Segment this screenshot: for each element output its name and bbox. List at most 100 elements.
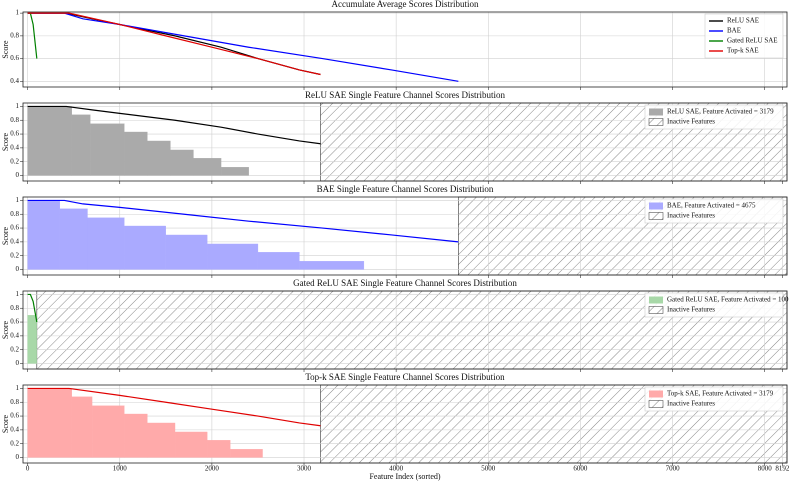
step-bar (124, 225, 166, 270)
y-tick-label: 0.6 (10, 412, 19, 420)
step-bar (207, 440, 231, 458)
step-bar (220, 167, 249, 176)
step-bar (27, 388, 72, 458)
y-tick-label: 1 (16, 9, 20, 17)
legend-box (644, 104, 784, 130)
legend-label: ReLU SAE (727, 17, 759, 25)
y-tick-label: 0.2 (10, 251, 19, 259)
panel-title: Accumulate Average Scores Distribution (331, 0, 479, 9)
x-tick-label: 2000 (205, 465, 220, 473)
step-bar (147, 422, 176, 458)
step-bar (207, 243, 259, 270)
legend-swatch (648, 306, 664, 314)
x-tick-label: 4000 (389, 465, 404, 473)
step-bar (230, 449, 263, 458)
legend-label: Inactive Features (667, 400, 715, 408)
y-axis-label: Score (1, 226, 10, 245)
x-tick-label: 8192 (775, 465, 790, 473)
panel: Accumulate Average Scores Distribution Sc… (1, 0, 788, 90)
line (27, 12, 321, 76)
y-tick-label: 0.4 (10, 425, 19, 433)
step-bar (71, 396, 93, 458)
y-tick-label: 0.2 (10, 157, 19, 165)
x-axis-label: Feature Index (sorted) (369, 472, 440, 481)
legend-swatch (649, 296, 663, 304)
y-tick-label: 1 (16, 384, 20, 392)
y-tick-label: 0 (16, 359, 20, 367)
panel-title: BAE Single Feature Channel Scores Distri… (317, 184, 494, 194)
y-tick-label: 0.8 (10, 31, 19, 39)
x-tick-label: 5000 (481, 465, 496, 473)
plot-frame (22, 196, 788, 276)
line (27, 387, 321, 427)
step-bar (257, 252, 300, 270)
y-tick-label: 0.6 (10, 130, 19, 138)
line (27, 293, 38, 323)
step-bar (124, 131, 148, 176)
panel: Gated ReLU SAE Single Feature Channel Sc… (1, 278, 789, 372)
y-tick-label: 1 (16, 196, 20, 204)
panel: ReLU SAE Single Feature Channel Scores D… (1, 90, 788, 184)
step-bar (90, 123, 125, 176)
legend-swatch (649, 202, 663, 210)
legend-label: Inactive Features (667, 306, 715, 314)
y-tick-label: 0 (16, 453, 20, 461)
y-tick-label: 0 (16, 171, 20, 179)
y-tick-label: 0.6 (10, 224, 19, 232)
step-bar (174, 431, 208, 458)
step-bar (27, 315, 37, 364)
legend-swatch (648, 400, 664, 408)
y-tick-label: 0.6 (10, 54, 19, 62)
legend-box (644, 198, 784, 224)
step-bar (170, 149, 194, 176)
y-tick-label: 1 (16, 102, 20, 110)
step-bar (147, 140, 171, 176)
line (27, 12, 321, 76)
legend-label: BAE (727, 27, 741, 35)
y-tick-label: 0.4 (10, 77, 19, 85)
y-tick-label: 0.4 (10, 331, 19, 339)
legend-label: ReLU SAE, Feature Activated = 3179 (667, 108, 774, 116)
line (27, 105, 321, 145)
panel-title: Top-k SAE Single Feature Channel Scores … (305, 372, 505, 382)
legend-label: Top-k SAE, Feature Activated = 3179 (667, 390, 774, 398)
y-tick-label: 0.6 (10, 318, 19, 326)
panel: BAE Single Feature Channel Scores Distri… (1, 184, 788, 278)
step-bar (193, 158, 222, 176)
y-tick-label: 0.4 (10, 143, 19, 151)
step-bar (91, 405, 125, 458)
panel-title: ReLU SAE Single Feature Channel Scores D… (305, 90, 505, 100)
legend-label: Gated ReLU SAE, Feature Activated = 100 (667, 296, 789, 304)
x-tick-label: 6000 (573, 465, 588, 473)
legend-box (644, 386, 784, 412)
y-tick-label: 1 (16, 290, 20, 298)
y-axis-label: Score (1, 320, 10, 339)
plot-frame (22, 102, 788, 182)
y-axis-label: Score (1, 414, 10, 433)
line (27, 12, 459, 82)
panel-title: Gated ReLU SAE Single Feature Channel Sc… (293, 278, 517, 288)
y-axis-label: Score (1, 132, 10, 151)
y-axis-label: Score (1, 40, 10, 59)
legend-label: Inactive Features (667, 118, 715, 126)
legend-swatch (648, 212, 664, 220)
step-bar (71, 114, 91, 176)
legend-label: Gated ReLU SAE (727, 37, 778, 45)
y-tick-label: 0.2 (10, 439, 19, 447)
legend-swatch (648, 118, 664, 126)
y-tick-label: 0 (16, 265, 20, 273)
plot-frame (22, 290, 788, 370)
y-tick-label: 0.4 (10, 237, 19, 245)
plot-frame (22, 11, 788, 88)
y-tick-label: 0.8 (10, 304, 19, 312)
x-tick-label: 7000 (666, 465, 681, 473)
plot-frame (22, 384, 788, 464)
panel: Top-k SAE Single Feature Channel Scores … (1, 372, 790, 481)
legend-label: BAE, Feature Activated = 4675 (667, 202, 756, 210)
legend-box (644, 292, 784, 318)
legend-swatch (649, 390, 663, 398)
step-bar (165, 234, 208, 270)
legend-label: Inactive Features (667, 212, 715, 220)
step-bar (27, 106, 72, 176)
legend-swatch (649, 108, 663, 116)
